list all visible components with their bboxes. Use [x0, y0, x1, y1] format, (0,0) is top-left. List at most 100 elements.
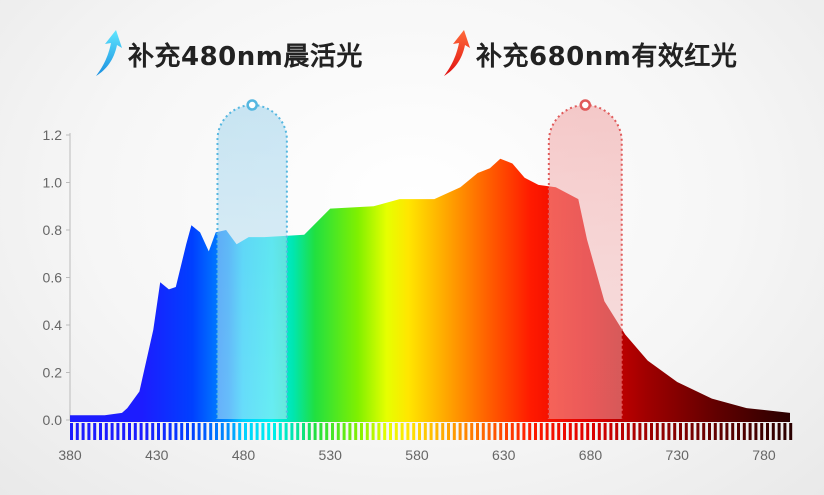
strip-bar [447, 423, 450, 440]
strip-bar [655, 423, 659, 440]
strip-bar [325, 423, 329, 440]
strip-bar [360, 423, 363, 440]
strip-bar [342, 423, 346, 440]
band-marker-480 [246, 99, 258, 111]
strip-bar [70, 423, 73, 440]
strip-bar [412, 423, 416, 440]
strip-bar [273, 423, 276, 440]
strip-bar [661, 423, 665, 440]
headline-red-text: 补充680nm有效红光 [476, 41, 738, 72]
strip-bar [696, 423, 700, 440]
strip-bar [232, 423, 236, 440]
strip-bar [690, 423, 694, 440]
strip-bar [75, 423, 79, 440]
strip-bar [783, 423, 787, 440]
y-tick-label: 1.2 [43, 127, 63, 143]
strip-bar [487, 423, 491, 440]
strip-bar [621, 423, 624, 440]
up-arrow-blue-icon [96, 30, 122, 76]
strip-bar [197, 423, 201, 440]
strip-bar [650, 423, 653, 440]
strip-bar [545, 423, 549, 440]
strip-bar [116, 423, 120, 440]
strip-bar [319, 423, 323, 440]
headline-blue-text: 补充480nm晨活光 [128, 41, 363, 72]
strip-bar [516, 423, 520, 440]
strip-bar [394, 423, 398, 440]
strip-bar [766, 423, 769, 440]
strip-bar [151, 423, 155, 440]
strip-bar [191, 423, 195, 440]
strip-bar [377, 423, 381, 440]
strip-bar [302, 423, 305, 440]
strip-bar [615, 423, 619, 440]
strip-bar [365, 423, 369, 440]
strip-bar [777, 423, 781, 440]
strip-bar [568, 423, 572, 440]
strip-bar [493, 423, 497, 440]
x-tick-label: 580 [405, 447, 429, 463]
strip-bar [389, 423, 392, 440]
strip-bar [162, 423, 166, 440]
y-tick-label: 0.4 [43, 317, 63, 333]
strip-bar [667, 423, 671, 440]
strip-bar [93, 423, 97, 440]
strip-bar [226, 423, 230, 440]
strip-bar [168, 423, 172, 440]
strip-bar [632, 423, 636, 440]
strip-bar [336, 423, 340, 440]
strip-baseline [70, 419, 790, 422]
spectrum-area [70, 158, 790, 421]
strip-bar [87, 423, 91, 440]
strip-bar [638, 423, 642, 440]
strip-bar [719, 423, 723, 440]
highlight-band-480 [216, 104, 288, 421]
strip-bar [331, 423, 334, 440]
strip-bar [534, 423, 537, 440]
strip-bar [748, 423, 752, 440]
y-tick-label: 0.0 [43, 412, 63, 428]
strip-bar [713, 423, 717, 440]
strip-bar [679, 423, 682, 440]
strip-bar [261, 423, 265, 440]
x-tick-label: 430 [145, 447, 169, 463]
strip-bar [145, 423, 149, 440]
strip-bar [423, 423, 427, 440]
strip-bar [742, 423, 746, 440]
strip-bar [348, 423, 352, 440]
strip-bar [528, 423, 532, 440]
y-tick-label: 0.6 [43, 270, 63, 286]
strip-bar [267, 423, 271, 440]
strip-bar [505, 423, 508, 440]
wavelength-color-strip [70, 419, 793, 440]
strip-bar [290, 423, 294, 440]
strip-bar [574, 423, 578, 440]
strip-bar [139, 423, 143, 440]
highlight-band-680 [547, 104, 623, 421]
x-tick-label: 480 [232, 447, 256, 463]
strip-bar [354, 423, 358, 440]
strip-bar [644, 423, 648, 440]
strip-bar [592, 423, 595, 440]
strip-bar [203, 423, 207, 440]
strip-bar [539, 423, 543, 440]
strip-bar [441, 423, 445, 440]
strip-bar [313, 423, 317, 440]
strip-bar [684, 423, 688, 440]
strip-bar [284, 423, 288, 440]
strip-bar [464, 423, 468, 440]
strip-bar [406, 423, 410, 440]
strip-bar [580, 423, 584, 440]
strip-bar [81, 423, 85, 440]
strip-bar [418, 423, 421, 440]
strip-bar [586, 423, 590, 440]
strip-bar [510, 423, 514, 440]
strip-bar [157, 423, 160, 440]
strip-bar [429, 423, 433, 440]
up-arrow-red-icon [444, 30, 470, 76]
y-tick-label: 0.2 [43, 365, 63, 381]
strip-bar [551, 423, 555, 440]
strip-bar [249, 423, 253, 440]
strip-bar [771, 423, 775, 440]
